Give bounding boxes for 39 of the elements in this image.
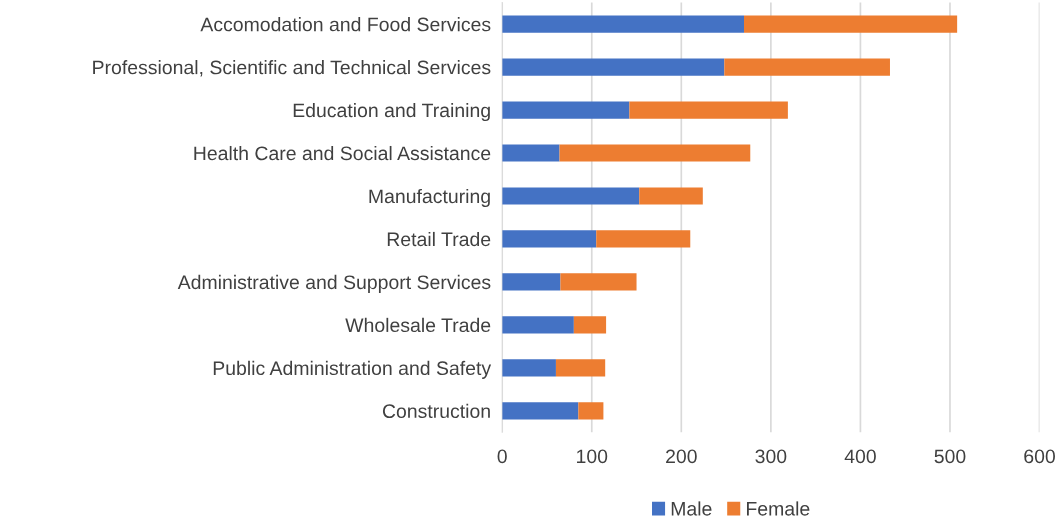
legend-label: Female xyxy=(747,501,810,516)
y-tick-label: Construction xyxy=(382,403,490,419)
x-tick-label: 300 xyxy=(755,449,787,464)
x-tick-label: 600 xyxy=(1024,449,1055,464)
bar xyxy=(560,273,637,291)
bar xyxy=(502,15,744,33)
bar xyxy=(502,359,556,377)
bar xyxy=(502,101,630,119)
y-tick-label: Accomodation and Food Services xyxy=(200,17,491,32)
y-tick-label: Professional, Scientific and Technical Services xyxy=(93,60,491,77)
bar xyxy=(502,273,561,291)
x-tick-label: 0 xyxy=(497,449,507,464)
bar xyxy=(502,144,560,162)
bar xyxy=(502,316,574,334)
y-tick-label: Manufacturing xyxy=(369,188,490,208)
bar xyxy=(559,144,751,162)
bar xyxy=(578,402,604,420)
y-tick-label: Health Care and Social Assistance xyxy=(194,145,491,161)
bar xyxy=(502,187,640,205)
x-tick-label: 500 xyxy=(934,449,966,464)
x-tick-label: 400 xyxy=(844,449,876,464)
bar xyxy=(744,15,958,33)
bar xyxy=(629,101,788,119)
bar xyxy=(596,230,691,248)
bar xyxy=(573,316,607,334)
bar xyxy=(502,402,579,420)
y-tick-label: Education and Training xyxy=(293,102,490,122)
y-tick-label: Administrative and Support Services xyxy=(177,274,491,293)
x-tick-label: 100 xyxy=(577,449,608,464)
bar xyxy=(555,359,606,377)
y-tick-label: Public Administration and Safety xyxy=(213,360,492,379)
bar xyxy=(502,58,725,76)
bar xyxy=(724,58,890,76)
y-tick-label: Wholesale Trade xyxy=(345,317,491,333)
x-tick-label: 200 xyxy=(666,449,697,464)
y-tick-label: Retail Trade xyxy=(387,231,491,247)
legend-label: Male xyxy=(671,501,712,516)
bar xyxy=(502,230,597,248)
bar xyxy=(639,187,703,205)
